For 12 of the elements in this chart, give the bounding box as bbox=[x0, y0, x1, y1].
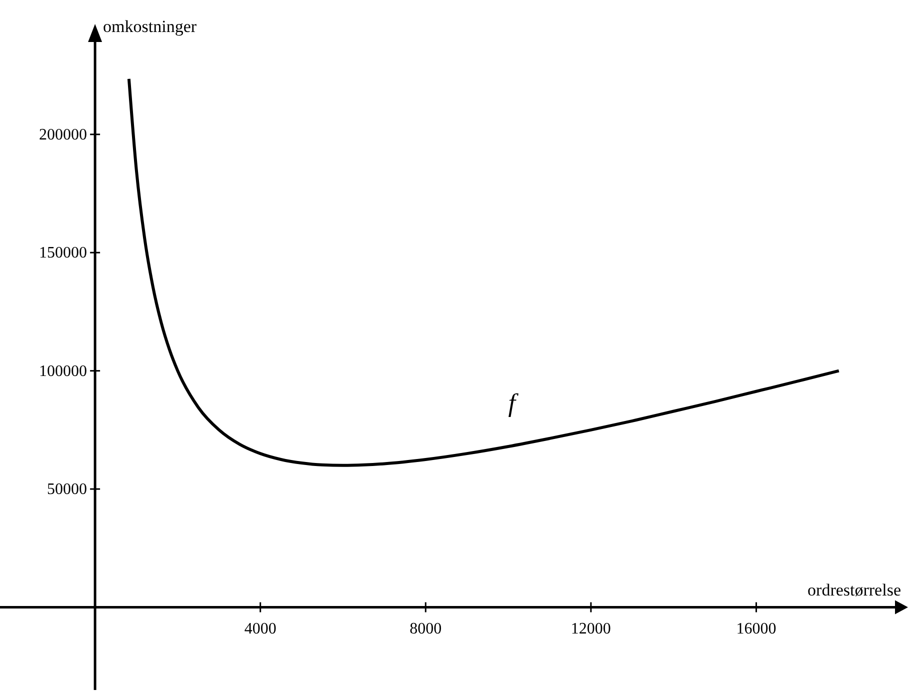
y-tick-label: 100000 bbox=[39, 362, 88, 380]
x-axis-title: ordrestørrelse bbox=[808, 580, 901, 600]
y-tick-label: 150000 bbox=[39, 244, 88, 262]
x-tick-label: 12000 bbox=[570, 620, 611, 638]
y-tick-label: 50000 bbox=[47, 481, 88, 498]
series-label: f bbox=[508, 388, 520, 418]
x-tick-label: 8000 bbox=[410, 620, 442, 638]
x-tick-label: 4000 bbox=[244, 620, 276, 638]
y-axis-title: omkostninger bbox=[103, 17, 197, 36]
line-series bbox=[127, 77, 840, 467]
y-tick-label: 200000 bbox=[39, 126, 88, 144]
x-tick-label: 16000 bbox=[736, 620, 776, 638]
